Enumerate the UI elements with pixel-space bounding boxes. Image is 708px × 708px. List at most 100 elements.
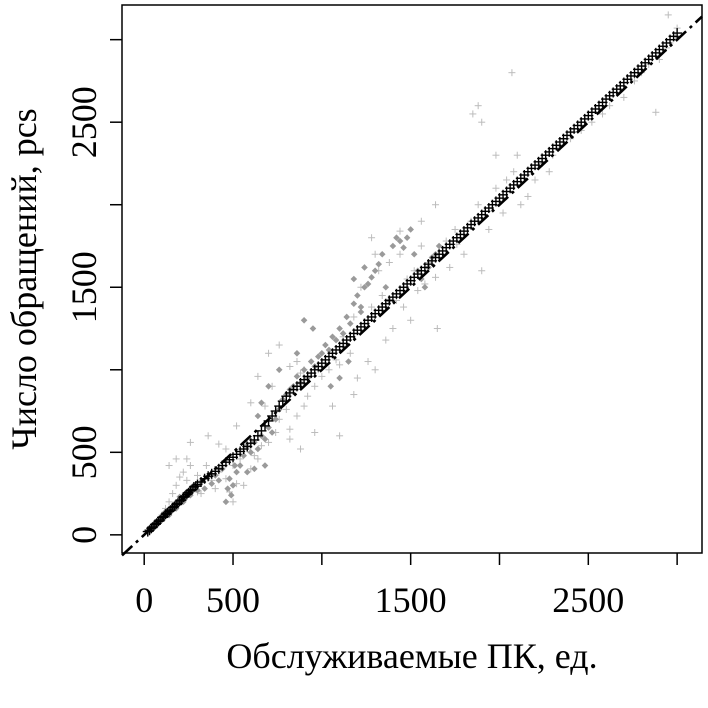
- data-point: [254, 412, 262, 420]
- data-point: [227, 491, 235, 499]
- data-point: [272, 416, 279, 423]
- x-axis: 0 500 1500 2500: [135, 553, 678, 620]
- x-axis-title: Обслуживаемые ПК, ед.: [226, 636, 597, 676]
- data-point: [265, 424, 272, 431]
- data-point: [336, 361, 344, 369]
- data-point: [513, 151, 521, 159]
- data-point: [652, 108, 660, 116]
- data-point: [354, 292, 361, 299]
- data-point: [275, 366, 283, 374]
- data-point: [309, 325, 317, 332]
- data-point: [183, 476, 191, 484]
- data-point: [435, 242, 443, 250]
- data-point: [385, 258, 393, 266]
- data-point: [545, 168, 553, 176]
- data-point: [202, 462, 210, 470]
- data-point: [368, 274, 375, 281]
- data-point: [300, 366, 308, 374]
- data-point: [325, 366, 333, 374]
- data-point: [236, 462, 244, 469]
- data-point: [499, 209, 507, 217]
- data-point: [226, 475, 233, 483]
- data-point: [318, 349, 326, 357]
- data-point: [368, 303, 376, 311]
- data-point: [350, 300, 358, 308]
- y-tick-label: 500: [64, 425, 104, 479]
- data-point: [222, 445, 230, 453]
- data-point: [389, 325, 397, 333]
- data-point: [364, 280, 372, 288]
- data-point: [186, 438, 194, 446]
- y-tick-label: 0: [64, 526, 104, 544]
- data-point: [350, 313, 358, 321]
- data-point: [329, 333, 336, 341]
- data-point: [208, 480, 216, 487]
- data-point: [460, 250, 468, 258]
- data-point: [433, 325, 441, 333]
- data-point: [407, 316, 415, 324]
- data-point: [254, 455, 262, 463]
- data-point: [215, 477, 223, 484]
- data-point: [371, 267, 379, 275]
- data-point: [345, 358, 352, 365]
- data-point: [261, 402, 269, 410]
- data-point: [400, 244, 407, 251]
- data-point: [311, 382, 319, 390]
- data-point: [368, 234, 376, 242]
- data-point: [240, 452, 247, 459]
- data-point: [297, 445, 305, 453]
- data-point: [257, 442, 265, 450]
- plot-frame: [121, 4, 703, 554]
- data-point: [350, 391, 358, 399]
- data-point: [343, 313, 351, 321]
- data-point: [346, 349, 354, 357]
- data-point: [396, 237, 404, 245]
- data-point: [224, 485, 231, 492]
- x-tick-label: 2500: [552, 580, 624, 620]
- data-point: [169, 490, 177, 498]
- data-point: [311, 429, 319, 437]
- data-point: [672, 28, 683, 39]
- data-point: [314, 353, 322, 360]
- data-point: [474, 201, 482, 209]
- data-point: [446, 263, 454, 271]
- data-point: [432, 273, 440, 281]
- data-point: [524, 192, 532, 200]
- data-point: [400, 303, 408, 311]
- trend-line: [121, 15, 703, 557]
- data-point: [176, 473, 184, 481]
- data-point: [240, 481, 248, 489]
- data-point: [353, 374, 361, 382]
- data-point: [503, 176, 511, 184]
- data-point: [275, 341, 283, 349]
- data-point: [329, 402, 337, 410]
- data-point: [265, 438, 273, 446]
- data-point: [265, 382, 272, 390]
- data-point: [414, 287, 422, 295]
- data-point: [620, 93, 628, 101]
- data-point: [371, 250, 379, 258]
- data-point: [179, 468, 187, 476]
- data-point: [393, 234, 400, 242]
- data-point: [508, 69, 516, 77]
- data-point: [417, 242, 425, 250]
- data-point: [211, 485, 219, 493]
- x-tick-label: 500: [206, 580, 260, 620]
- series-layer: [142, 11, 683, 537]
- data-point: [417, 217, 425, 225]
- data-point: [197, 490, 205, 498]
- x-tick-label: 0: [135, 580, 153, 620]
- data-point: [261, 435, 269, 443]
- data-point: [233, 468, 240, 476]
- data-point: [307, 358, 315, 365]
- data-point: [357, 308, 365, 316]
- data-point: [293, 349, 301, 357]
- data-point: [382, 336, 390, 344]
- data-point: [247, 449, 255, 456]
- data-point: [247, 399, 255, 407]
- data-point: [407, 226, 414, 233]
- data-point: [396, 227, 404, 235]
- data-point: [236, 455, 244, 463]
- data-point: [389, 242, 397, 250]
- data-point: [165, 462, 173, 470]
